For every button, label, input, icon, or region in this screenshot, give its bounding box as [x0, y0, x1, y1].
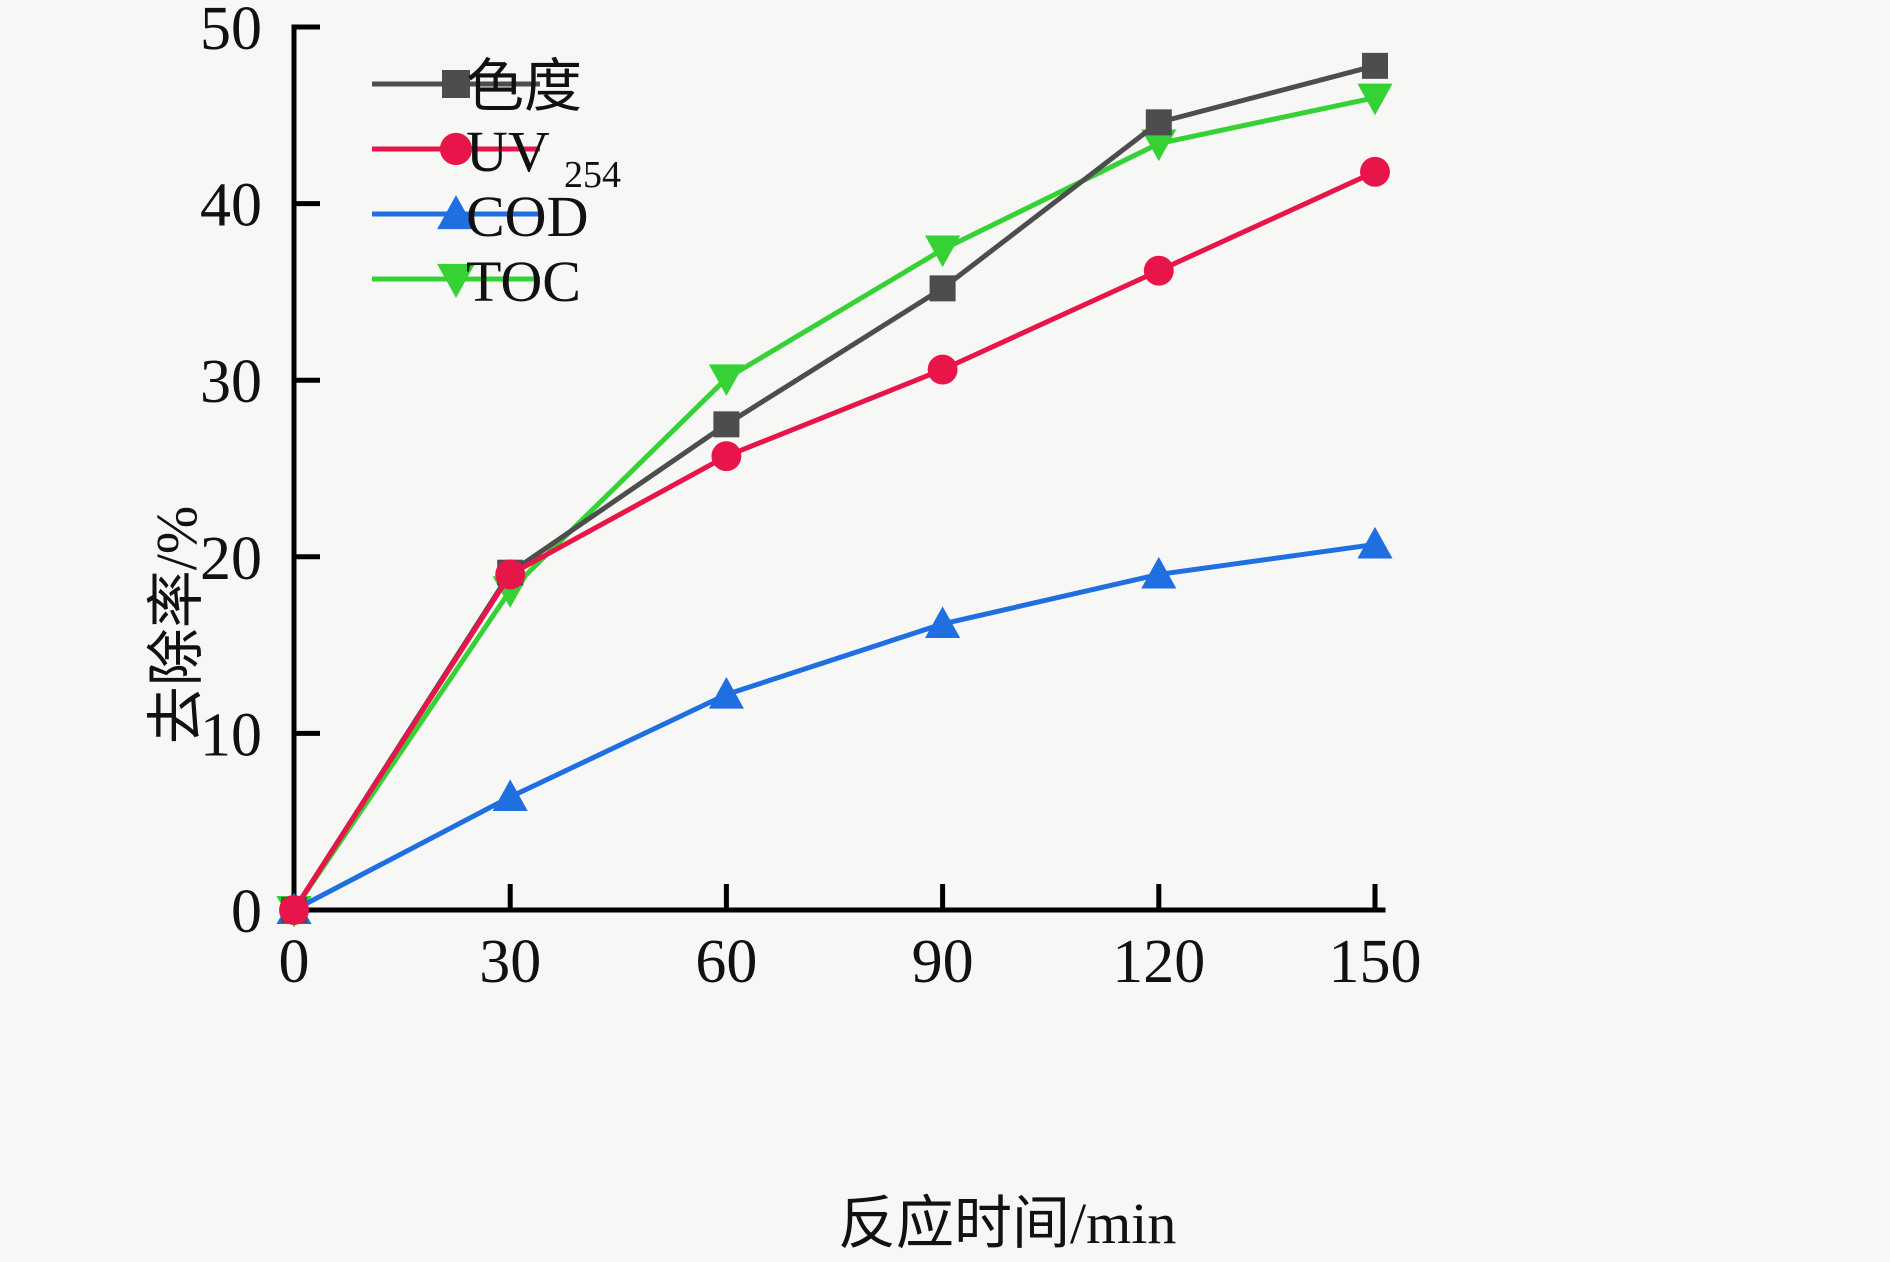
data-point-marker	[1360, 156, 1390, 187]
data-point-marker	[711, 441, 742, 472]
data-point-marker	[1141, 556, 1177, 589]
legend-item-COD[interactable]: COD	[372, 184, 588, 249]
y-tick-label: 20	[200, 525, 262, 593]
legend-item-label: COD	[466, 184, 588, 249]
x-tick-label: 30	[479, 928, 541, 996]
series-UV254	[279, 156, 1390, 925]
legend-item-label: 色度	[466, 54, 582, 119]
series-line	[291, 95, 1378, 913]
data-point-marker	[492, 779, 528, 812]
data-point-marker	[439, 132, 473, 166]
data-point-marker	[495, 559, 526, 590]
data-point-marker	[437, 263, 475, 298]
data-point-marker	[1357, 526, 1393, 559]
data-point-marker	[1143, 255, 1174, 286]
series-line	[291, 541, 1378, 913]
data-point-marker	[927, 354, 958, 385]
series-line	[291, 169, 1378, 913]
data-point-marker	[437, 195, 475, 230]
legend-item-UV254[interactable]: UV 254	[372, 119, 621, 196]
x-tick-label: 60	[695, 928, 757, 996]
y-axis-title: 去除率/%	[144, 506, 209, 744]
data-point-marker	[925, 235, 961, 268]
data-point-marker	[708, 676, 744, 709]
y-tick-label: 30	[200, 348, 262, 416]
x-axis-title: 反应时间/min	[838, 1191, 1176, 1256]
legend-item-label: UV	[466, 119, 550, 184]
legend-item-色度[interactable]: 色度	[372, 54, 582, 119]
y-tick-label: 50	[200, 0, 262, 63]
data-point-marker	[442, 70, 470, 98]
data-point-marker	[929, 275, 956, 302]
y-tick-label: 40	[200, 172, 262, 240]
x-tick-label: 150	[1329, 928, 1422, 996]
legend-item-label: TOC	[466, 249, 581, 314]
data-point-marker	[1145, 109, 1172, 136]
data-point-marker	[1141, 129, 1177, 162]
x-tick-label: 0	[279, 928, 310, 996]
y-tick-label: 0	[231, 878, 262, 946]
legend-item-TOC[interactable]: TOC	[372, 249, 581, 314]
data-point-marker	[1357, 83, 1393, 116]
x-tick-label: 120	[1112, 928, 1205, 996]
data-point-marker	[708, 364, 744, 396]
data-point-marker	[925, 606, 961, 638]
data-point-marker	[713, 411, 740, 438]
x-tick-label: 90	[912, 928, 974, 996]
legend-item-subscript: 254	[564, 154, 621, 196]
y-tick-labels: 0 10 20 30 40 50	[200, 0, 262, 946]
data-series	[276, 52, 1393, 928]
x-tick-labels: 0 30 60 90 120 150	[279, 928, 1422, 996]
data-point-marker	[1362, 52, 1388, 79]
data-point-marker	[279, 895, 309, 925]
y-tick-label: 10	[200, 701, 262, 769]
